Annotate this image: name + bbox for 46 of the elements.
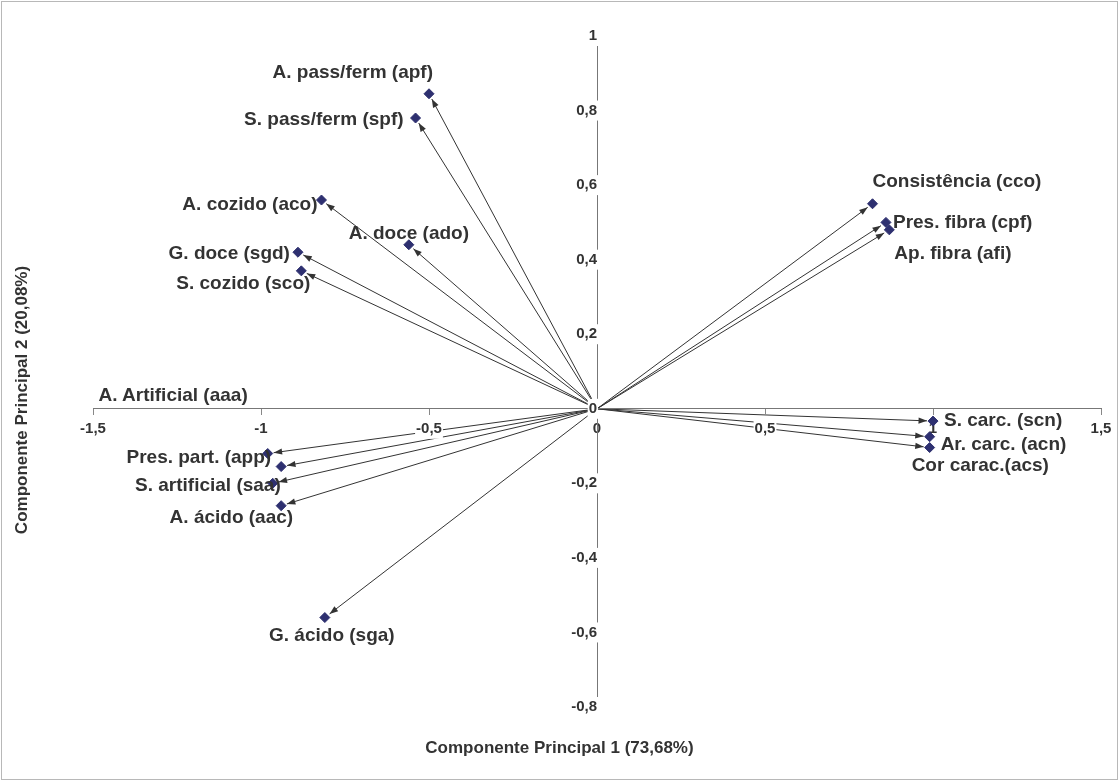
point xyxy=(880,216,892,228)
x-tick-label: -0,5 xyxy=(416,418,442,436)
x-axis-title: Componente Principal 1 (73,68%) xyxy=(424,738,695,758)
point xyxy=(867,198,879,210)
annotation: A. cozido (aco) xyxy=(182,193,318,215)
y-tick-label: 0 xyxy=(588,398,597,416)
annotation: Ap. fibra (afi) xyxy=(894,242,1012,264)
point xyxy=(410,112,422,124)
annotation: A. pass/ferm (apf) xyxy=(272,61,433,83)
x-tick-label: 1,5 xyxy=(1090,418,1112,436)
x-tick-label: -1 xyxy=(254,418,268,436)
annotation: Consistência (cco) xyxy=(872,169,1042,191)
x-tick-label: 0,5 xyxy=(754,418,776,436)
x-tick-label: -1,5 xyxy=(80,418,106,436)
y-tick-label: -0,6 xyxy=(571,622,597,640)
y-tick-label: 0,4 xyxy=(576,249,598,267)
point xyxy=(924,442,936,454)
y-tick-label: 0,2 xyxy=(576,324,597,342)
annotation: S. pass/ferm (spf) xyxy=(244,108,404,130)
annotation: A. ácido (aac) xyxy=(169,505,294,527)
y-tick-label: 0,6 xyxy=(576,175,597,193)
y-axis-title: Componente Principal 2 (20,08%) xyxy=(12,265,32,535)
point xyxy=(883,224,895,236)
point xyxy=(924,431,936,443)
point xyxy=(295,265,307,277)
annotation: G. ácido (sga) xyxy=(269,623,395,645)
annotation: Pres. part. (app) xyxy=(126,445,272,467)
annotation: Pres. fibra (cpf) xyxy=(892,210,1033,232)
y-tick-label: -0,4 xyxy=(571,548,598,566)
point xyxy=(275,461,287,473)
annotation: S. artificial (saa) xyxy=(135,473,281,495)
y-tick-label: -0,2 xyxy=(571,473,597,491)
y-tick-label: -0,8 xyxy=(571,697,597,715)
annotation: G. doce (sgd) xyxy=(168,242,290,264)
point xyxy=(423,88,435,100)
annotation: S. cozido (sco) xyxy=(176,272,311,294)
point xyxy=(292,246,304,258)
point xyxy=(319,612,331,624)
annotation: A. Artificial (aaa) xyxy=(98,383,248,405)
annotation: Ar. carc. (acn) xyxy=(940,432,1067,454)
annotation: A. doce (ado) xyxy=(348,221,470,243)
y-tick-label: 0,8 xyxy=(576,100,597,118)
annotation: S. carc. (scn) xyxy=(944,409,1063,431)
y-tick-label: 1 xyxy=(588,26,597,44)
annotation: Cor carac.(acs) xyxy=(911,453,1049,475)
point xyxy=(403,239,415,251)
